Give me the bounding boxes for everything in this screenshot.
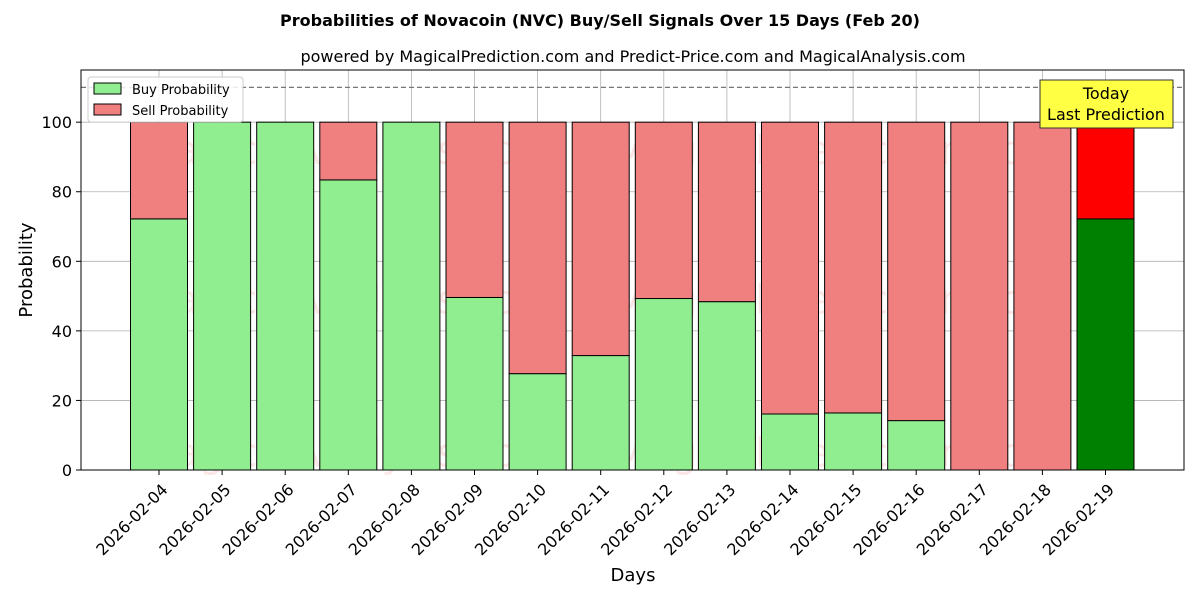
bars	[130, 121, 1135, 471]
sell-bar-2026-02-18	[1013, 121, 1072, 471]
legend-buy-label: Buy Probability	[132, 83, 230, 98]
y-tick-label-60: 60	[52, 252, 72, 271]
chart-title: Probabilities of Novacoin (NVC) Buy/Sell…	[280, 11, 920, 30]
y-tick-label-40: 40	[52, 322, 72, 341]
today-annotation-line-2: Last Prediction	[1047, 105, 1165, 124]
chart-subtitle: powered by MagicalPrediction.com and Pre…	[300, 47, 965, 66]
y-axis-label: Probability	[16, 222, 37, 317]
buy-bar-2026-02-11	[571, 355, 630, 471]
sell-bar-2026-02-10	[508, 121, 567, 375]
sell-bar-2026-02-14	[761, 121, 819, 415]
y-tick-label-80: 80	[52, 183, 72, 202]
buy-bar-2026-02-04	[130, 218, 188, 471]
plot-frame	[80, 69, 1185, 471]
y-tick-label-20: 20	[52, 391, 72, 410]
y-tick-label-0: 0	[62, 461, 72, 480]
today-annotation: Today Last Prediction	[1039, 79, 1174, 129]
legend: Buy Probability Sell Probability	[87, 76, 244, 123]
buy-bar-2026-02-07	[319, 179, 378, 471]
sell-bar-2026-02-04	[130, 121, 188, 220]
buy-bar-2026-02-08	[382, 121, 441, 471]
legend-sell-label: Sell Probability	[132, 104, 229, 119]
y-tick-label-100: 100	[41, 113, 72, 132]
plot-area: MagicalAnalysis.comMagicalPrediction.com…	[80, 69, 1185, 477]
buy-bar-2026-02-05	[193, 121, 252, 471]
buy-bar-2026-02-06	[256, 121, 315, 471]
sell-bar-2026-02-09	[445, 121, 504, 298]
buy-bar-2026-02-19	[1076, 218, 1135, 471]
today-annotation-box	[1039, 79, 1174, 129]
sell-bar-2026-02-13	[697, 121, 756, 303]
buy-bar-2026-02-10	[508, 373, 567, 471]
buy-bar-2026-02-13	[697, 301, 756, 471]
legend-box	[87, 76, 244, 123]
sell-bar-2026-02-15	[824, 121, 883, 414]
sell-bar-2026-02-16	[887, 121, 946, 422]
today-annotation-line-1: Today	[1082, 84, 1129, 103]
buy-bar-2026-02-09	[445, 296, 504, 471]
legend-buy-swatch	[93, 82, 122, 95]
buy-bar-2026-02-15	[824, 412, 883, 471]
sell-bar-2026-02-17	[950, 121, 1009, 471]
buy-bar-2026-02-16	[887, 420, 946, 471]
sell-bar-2026-02-19	[1076, 121, 1135, 220]
y-axis: 0 20 40 60 80 100	[41, 113, 81, 480]
sell-bar-2026-02-07	[319, 121, 378, 181]
legend-sell-swatch	[93, 103, 122, 116]
x-axis-label: Days	[611, 565, 656, 586]
sell-bar-2026-02-11	[571, 121, 630, 357]
sell-bar-2026-02-12	[634, 121, 693, 300]
buy-bar-2026-02-12	[634, 298, 693, 471]
buy-bar-2026-02-14	[761, 413, 819, 471]
